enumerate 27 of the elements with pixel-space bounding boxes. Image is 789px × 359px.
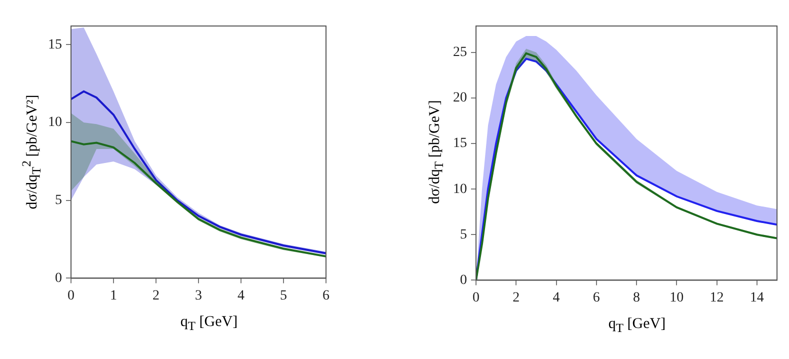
x-tick-label: 3 — [195, 288, 202, 304]
y-tick-label: 20 — [453, 90, 467, 106]
x-tick-label: 4 — [552, 290, 560, 306]
y-tick-label: 0 — [55, 270, 62, 286]
x-tick-label: 8 — [633, 290, 640, 306]
x-axis-title: q$_{T}$ [GeV] — [608, 316, 666, 336]
y-tick-label: 0 — [460, 272, 467, 288]
x-tick-label: 12 — [710, 290, 724, 306]
x-tick-label: 1 — [110, 288, 117, 304]
x-tick-label: 5 — [280, 288, 287, 304]
x-tick-label: 4 — [238, 288, 244, 304]
x-axis-title: q$_{T}$ [GeV] — [180, 314, 238, 334]
y-tick-label: 25 — [453, 45, 467, 60]
x-tick-label: 6 — [592, 290, 600, 306]
x-tick-label: 2 — [512, 290, 520, 306]
x-tick-label: 0 — [472, 290, 480, 306]
y-tick-label: 5 — [460, 227, 467, 242]
y-tick-label: 10 — [48, 115, 62, 130]
x-tick-label: 10 — [670, 290, 684, 306]
x-tick-label: 14 — [750, 290, 764, 306]
x-tick-label: 2 — [152, 288, 160, 304]
y-tick-label: 5 — [55, 193, 62, 208]
y-tick-label: 15 — [48, 37, 62, 52]
x-tick-label: 0 — [68, 288, 74, 304]
y-tick-label: 15 — [453, 136, 467, 152]
x-tick-label: 6 — [322, 288, 330, 304]
y-tick-label: 10 — [453, 182, 467, 197]
